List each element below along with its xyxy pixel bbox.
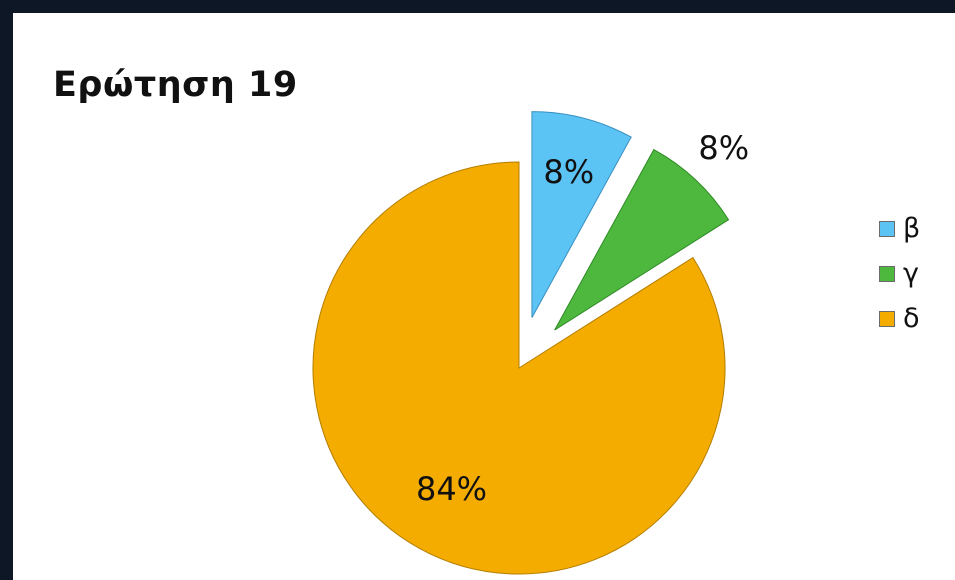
pie-chart: 8% 8% 84% [312, 111, 749, 575]
legend-swatch-delta [879, 310, 895, 327]
pie-slice-gamma [554, 148, 730, 331]
slide-title: Ερώτηση 19 [53, 65, 298, 105]
legend-item-gamma: γ [879, 251, 920, 296]
legend-label-gamma: γ [903, 258, 919, 289]
legend-label-beta: β [903, 213, 921, 244]
legend-item-delta: δ [879, 296, 920, 341]
legend-item-beta: β [879, 206, 920, 251]
pie-slice-beta [531, 111, 632, 318]
slide: Ερώτηση 19 8% 8% 84% β γ δ [13, 13, 955, 580]
data-label-gamma: 8% [698, 129, 749, 167]
pie-slice-delta [312, 161, 726, 575]
legend-label-delta: δ [903, 303, 920, 334]
legend-swatch-beta [879, 220, 895, 237]
data-label-beta: 8% [543, 153, 594, 191]
legend-swatch-gamma [879, 265, 895, 282]
chart-legend: β γ δ [879, 206, 920, 341]
data-label-delta: 84% [416, 470, 487, 508]
